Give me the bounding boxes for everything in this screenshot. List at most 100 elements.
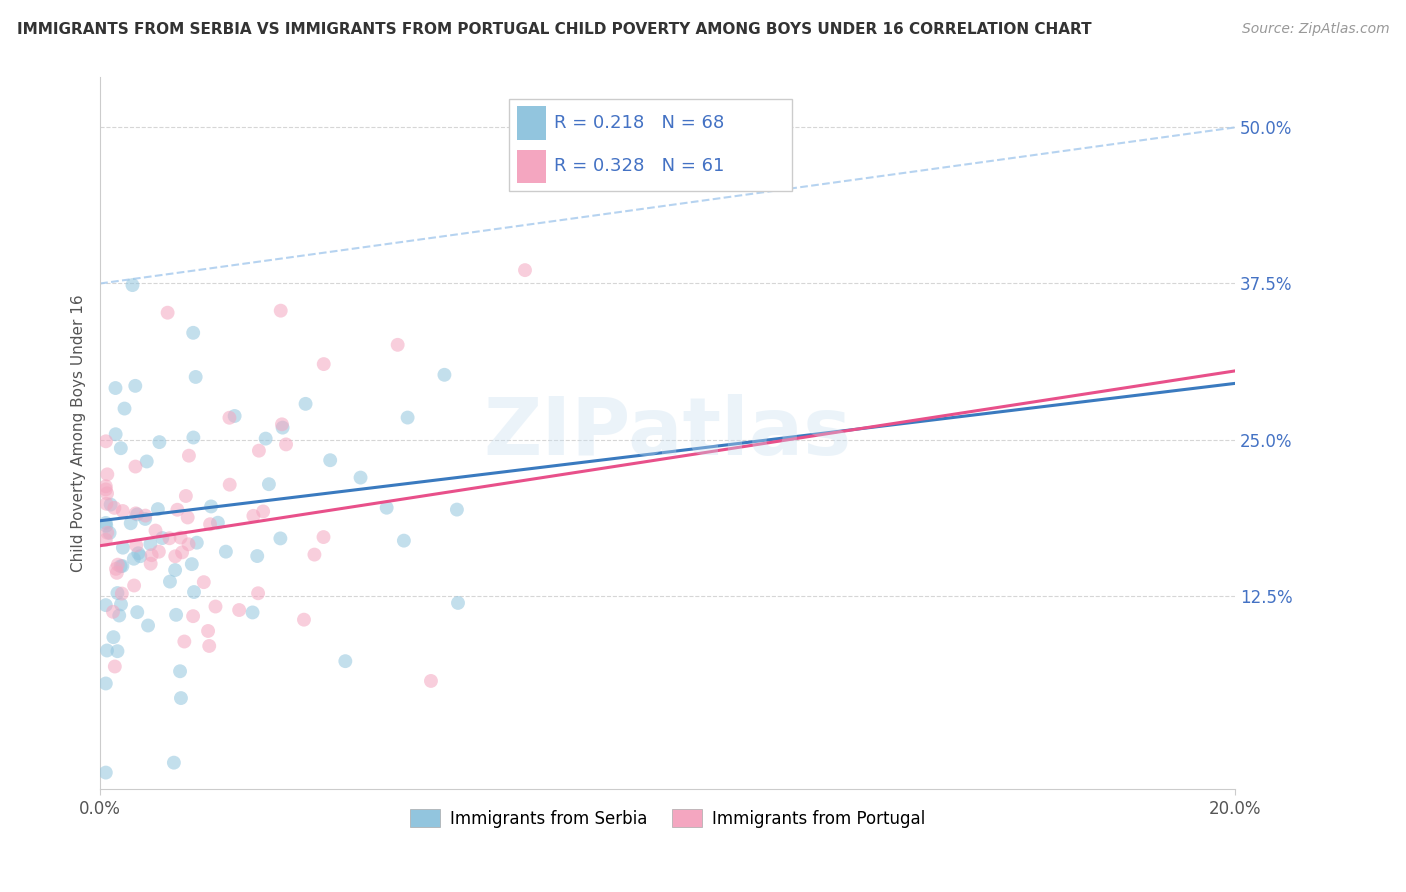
Point bbox=[215, 544, 238, 558]
Point bbox=[136, 618, 159, 632]
Point bbox=[104, 659, 127, 673]
Point bbox=[139, 537, 162, 551]
Point bbox=[177, 449, 200, 463]
Point bbox=[242, 606, 264, 620]
Point bbox=[107, 586, 129, 600]
Point bbox=[97, 844, 120, 858]
Point bbox=[101, 605, 124, 619]
Point bbox=[228, 603, 250, 617]
Point bbox=[292, 613, 315, 627]
Point bbox=[134, 508, 156, 523]
Point bbox=[169, 665, 191, 679]
Point bbox=[94, 765, 117, 780]
Point bbox=[127, 508, 149, 522]
Point bbox=[165, 549, 187, 564]
Point bbox=[94, 676, 117, 690]
Point bbox=[94, 483, 117, 497]
Point bbox=[242, 508, 264, 523]
Point bbox=[145, 524, 167, 538]
Point bbox=[446, 502, 468, 516]
Point bbox=[103, 500, 125, 515]
Point bbox=[111, 559, 134, 574]
Point bbox=[124, 835, 146, 849]
Point bbox=[180, 557, 202, 571]
Point bbox=[252, 504, 274, 518]
Point bbox=[94, 434, 117, 449]
Point bbox=[120, 516, 142, 531]
Point bbox=[98, 525, 121, 540]
Point bbox=[433, 368, 456, 382]
Point bbox=[254, 432, 277, 446]
Point bbox=[271, 420, 294, 434]
Point bbox=[108, 608, 131, 623]
Point bbox=[163, 756, 186, 770]
Point bbox=[122, 551, 145, 566]
Point bbox=[200, 500, 222, 514]
Point bbox=[166, 502, 188, 516]
Point bbox=[270, 303, 292, 318]
Point bbox=[186, 535, 208, 549]
Point bbox=[312, 357, 335, 371]
Point bbox=[146, 502, 169, 516]
Point bbox=[124, 379, 146, 393]
Point bbox=[96, 643, 118, 657]
Point bbox=[312, 530, 335, 544]
Point bbox=[110, 559, 132, 574]
Legend: Immigrants from Serbia, Immigrants from Portugal: Immigrants from Serbia, Immigrants from … bbox=[404, 803, 932, 834]
Point bbox=[121, 278, 143, 293]
Point bbox=[111, 541, 134, 555]
Point bbox=[247, 443, 270, 458]
Point bbox=[156, 306, 179, 320]
Point bbox=[172, 545, 194, 559]
Point bbox=[127, 546, 149, 560]
Point bbox=[420, 673, 443, 688]
Point bbox=[105, 562, 128, 576]
Point bbox=[135, 454, 157, 468]
Point bbox=[218, 477, 240, 491]
Point bbox=[247, 586, 270, 600]
Text: IMMIGRANTS FROM SERBIA VS IMMIGRANTS FROM PORTUGAL CHILD POVERTY AMONG BOYS UNDE: IMMIGRANTS FROM SERBIA VS IMMIGRANTS FRO… bbox=[17, 22, 1091, 37]
Point bbox=[198, 639, 221, 653]
Point bbox=[94, 479, 117, 493]
Point bbox=[125, 507, 148, 521]
Point bbox=[387, 338, 409, 352]
Point bbox=[111, 504, 134, 518]
Point bbox=[159, 531, 181, 545]
Point bbox=[447, 596, 470, 610]
Point bbox=[165, 563, 187, 577]
Point bbox=[96, 467, 118, 482]
Point bbox=[174, 489, 197, 503]
Point bbox=[204, 599, 226, 614]
Point bbox=[181, 326, 204, 340]
Point bbox=[349, 470, 371, 484]
Point bbox=[184, 370, 207, 384]
Point bbox=[96, 497, 118, 511]
Point bbox=[114, 401, 136, 416]
Point bbox=[207, 516, 229, 530]
Point bbox=[96, 486, 118, 500]
Point bbox=[257, 477, 280, 491]
Point bbox=[94, 598, 117, 612]
Point bbox=[141, 548, 163, 562]
Point bbox=[149, 838, 172, 852]
Point bbox=[513, 263, 536, 277]
Point bbox=[127, 605, 149, 619]
Point bbox=[96, 525, 118, 540]
Point bbox=[319, 453, 342, 467]
Point bbox=[198, 517, 221, 532]
Point bbox=[94, 533, 117, 547]
Point bbox=[165, 607, 187, 622]
Point bbox=[271, 417, 294, 432]
Point bbox=[159, 574, 181, 589]
Point bbox=[181, 609, 204, 624]
Point bbox=[396, 410, 419, 425]
Point bbox=[107, 558, 129, 572]
Point bbox=[177, 537, 200, 551]
Point bbox=[110, 598, 132, 612]
Point bbox=[103, 630, 125, 644]
Point bbox=[111, 586, 134, 600]
Point bbox=[124, 459, 146, 474]
Point bbox=[294, 397, 316, 411]
Point bbox=[183, 585, 205, 599]
Point bbox=[173, 634, 195, 648]
